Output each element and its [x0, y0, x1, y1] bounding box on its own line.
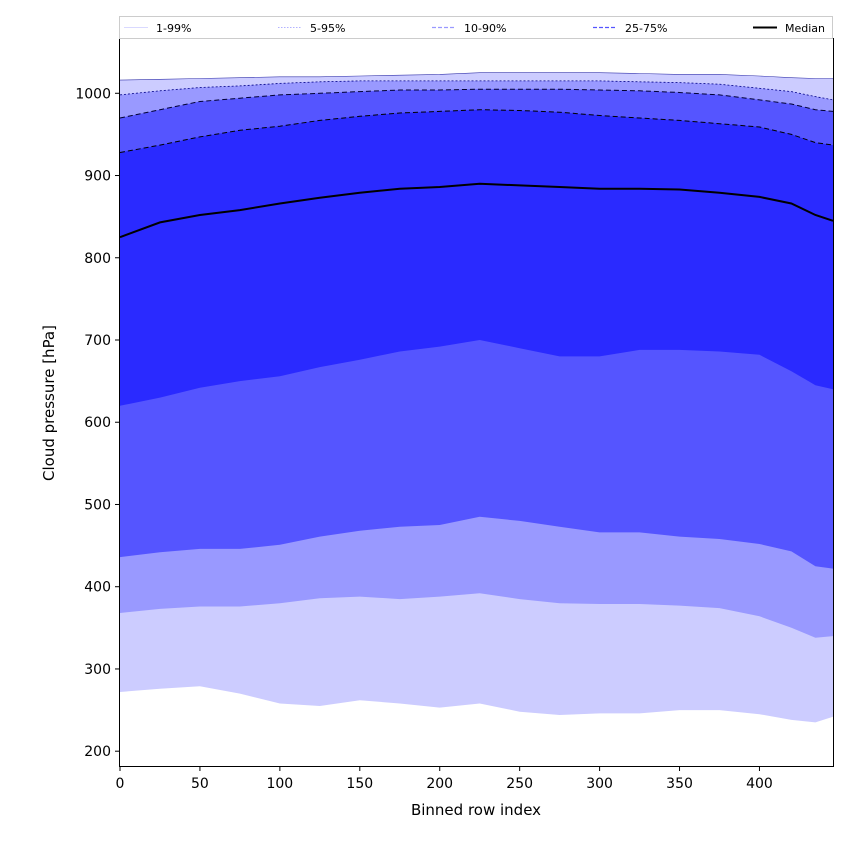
y-axis: 200 300 400 500 600 700 800 900 1000 [75, 86, 120, 760]
x-tick-label: 100 [266, 776, 293, 792]
plot-area [119, 72, 834, 723]
x-tick-label: 250 [506, 776, 533, 792]
x-tick-label: 0 [116, 776, 125, 792]
band-upper-edge-10-90% [119, 88, 834, 119]
median-line [119, 182, 834, 239]
band-25-75% [120, 109, 833, 406]
y-tick-label: 300 [84, 662, 111, 678]
x-tick-label: 150 [346, 776, 373, 792]
legend-label: 10-90% [464, 22, 506, 35]
legend-box [119, 16, 833, 39]
band-upper-edge-5-95% [119, 80, 834, 101]
legend-label: 25-75% [625, 22, 667, 35]
x-tick-label: 350 [666, 776, 693, 792]
y-tick-label: 1000 [75, 86, 111, 102]
y-tick-label: 600 [84, 415, 111, 431]
x-tick-label: 400 [746, 776, 773, 792]
band-upper-edge-1-99% [119, 72, 833, 81]
legend-label: Median [785, 22, 825, 35]
x-axis: 0 50 100 150 200 250 300 350 400 [116, 766, 773, 792]
y-tick-label: 700 [84, 333, 111, 349]
legend: 1-99% 5-95% 10-90% 25-75% Median [119, 16, 833, 39]
y-tick-label: 200 [84, 744, 111, 760]
y-tick-label: 400 [84, 580, 111, 596]
legend-label: 5-95% [310, 22, 345, 35]
y-tick-label: 800 [84, 251, 111, 267]
y-axis-label: Cloud pressure [hPa] [40, 325, 58, 481]
x-tick-label: 200 [426, 776, 453, 792]
x-tick-label: 50 [191, 776, 209, 792]
band-upper-edge-25-75% [119, 109, 834, 153]
y-tick-label: 500 [84, 497, 111, 513]
y-tick-label: 900 [84, 169, 111, 185]
legend-label: 1-99% [156, 22, 191, 35]
x-tick-label: 300 [586, 776, 613, 792]
x-axis-label: Binned row index [411, 801, 541, 819]
